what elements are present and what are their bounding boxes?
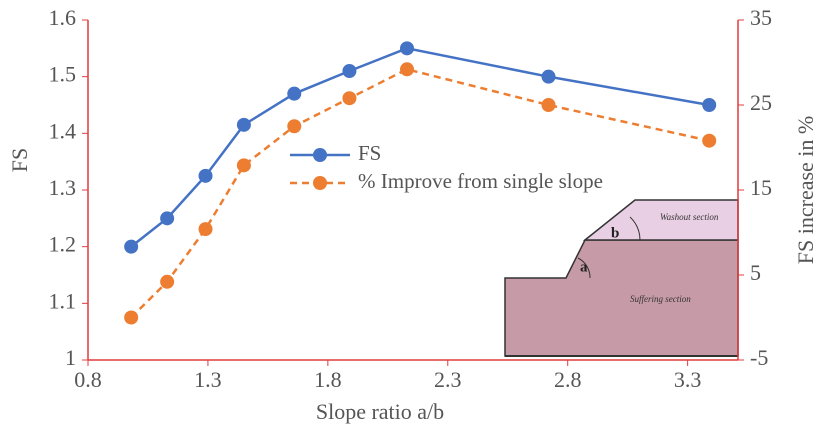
series-marker: [124, 310, 139, 325]
x-tick-label: 0.8: [74, 367, 102, 392]
y2-axis-title: FS increase in %: [793, 116, 818, 264]
legend-label: FS: [358, 141, 381, 165]
x-tick-label: 1.3: [194, 367, 222, 392]
x-tick-label: 1.8: [314, 367, 342, 392]
series-marker: [342, 64, 357, 78]
x-tick-label: 2.8: [554, 367, 582, 392]
series-marker: [702, 133, 717, 148]
series-marker: [198, 168, 213, 183]
series-marker: [160, 274, 175, 289]
y-tick-label: 1.5: [49, 62, 77, 87]
series-marker: [342, 91, 357, 106]
series-marker: [400, 62, 415, 77]
series-marker: [702, 98, 717, 112]
series-marker: [198, 222, 213, 237]
legend-marker: [313, 176, 327, 190]
series-marker: [287, 119, 302, 134]
series-marker: [287, 86, 302, 101]
y-tick-label: 1.6: [49, 5, 77, 30]
inset-label-suffering: Suffering section: [630, 294, 691, 304]
inset-diagram: a b Washout section Suffering section: [504, 199, 739, 357]
inset-angle-b: [629, 216, 641, 241]
series-marker: [541, 98, 556, 112]
y-tick-label: 1.2: [49, 232, 77, 257]
series-marker: [236, 158, 251, 173]
y2-tick-label: 35: [750, 5, 772, 30]
x-tick-label: 3.3: [674, 367, 702, 392]
legend-marker: [313, 148, 327, 162]
y-axis-title: FS: [7, 148, 32, 172]
series-marker: [400, 41, 415, 56]
inset-angle-a: [577, 257, 591, 279]
y2-tick-label: -5: [750, 345, 768, 370]
series-marker: [236, 117, 251, 132]
y2-tick-label: 15: [750, 175, 772, 200]
y-tick-label: 1: [65, 345, 76, 370]
y2-tick-label: 5: [750, 260, 761, 285]
inset-label-a: a: [580, 259, 588, 275]
x-axis-title: Slope ratio a/b: [316, 399, 444, 424]
x-tick-label: 2.3: [434, 367, 462, 392]
series-marker: [160, 211, 175, 226]
legend-label: % Improve from single slope: [358, 169, 603, 193]
y2-tick-label: 25: [750, 90, 772, 115]
inset-label-b: b: [611, 225, 619, 241]
y-tick-label: 1.4: [49, 118, 77, 143]
series-marker: [124, 239, 139, 254]
inset-label-washout: Washout section: [660, 212, 719, 222]
y-tick-label: 1.1: [49, 288, 77, 313]
series-marker: [541, 69, 556, 84]
y-tick-label: 1.3: [49, 175, 77, 200]
